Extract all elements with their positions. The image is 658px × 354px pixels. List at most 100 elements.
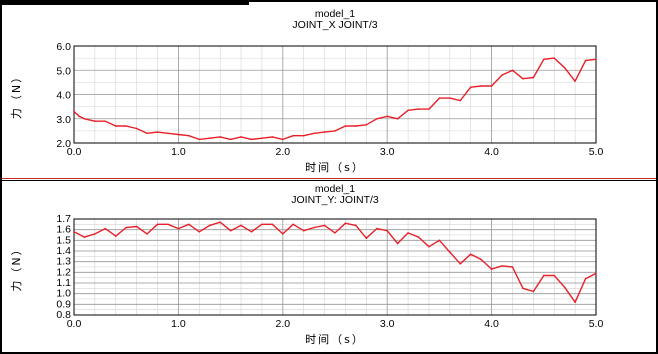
data-point bbox=[417, 236, 420, 238]
data-point bbox=[501, 74, 503, 76]
data-point bbox=[574, 80, 576, 82]
data-point bbox=[396, 117, 399, 120]
data-point bbox=[595, 58, 597, 61]
data-point bbox=[94, 233, 96, 235]
data-point bbox=[125, 125, 127, 127]
data-point bbox=[532, 76, 535, 79]
data-point bbox=[532, 290, 535, 293]
data-point bbox=[240, 224, 242, 227]
data-point bbox=[104, 227, 107, 230]
data-point bbox=[375, 227, 378, 230]
data-point bbox=[480, 85, 482, 87]
data-point bbox=[396, 242, 399, 245]
data-point bbox=[229, 229, 232, 232]
data-point bbox=[292, 223, 295, 226]
data-point bbox=[563, 286, 566, 289]
data-point bbox=[282, 233, 284, 235]
y-tick-label: 1.4 bbox=[56, 245, 71, 257]
x-axis-label: 时间（s） bbox=[305, 333, 365, 346]
data-point bbox=[78, 115, 81, 118]
y-tick-label: 5.0 bbox=[56, 65, 71, 77]
data-point bbox=[459, 263, 462, 265]
data-point bbox=[522, 77, 524, 80]
y-tick-label: 1.1 bbox=[56, 277, 71, 289]
data-point bbox=[198, 138, 201, 141]
x-tick-label: 3.0 bbox=[380, 318, 395, 330]
x-tick-label: 4.0 bbox=[484, 318, 499, 330]
data-point bbox=[355, 125, 357, 127]
data-point bbox=[219, 221, 221, 223]
x-tick-label: 3.0 bbox=[380, 146, 395, 158]
y-axis-label: 力（N） bbox=[10, 242, 23, 291]
series-line bbox=[73, 221, 597, 303]
window-title-strip bbox=[2, 2, 249, 5]
data-point bbox=[543, 58, 545, 61]
chart-divider-dark bbox=[2, 180, 656, 181]
data-point bbox=[229, 138, 232, 141]
chart-subtitle: JOINT_X JOINT/3 bbox=[292, 19, 377, 31]
series-line bbox=[73, 57, 597, 141]
data-point bbox=[208, 137, 211, 139]
data-point bbox=[313, 226, 315, 229]
data-point bbox=[271, 223, 274, 226]
data-point bbox=[167, 223, 169, 226]
y-tick-label: 1.5 bbox=[56, 234, 71, 246]
y-tick-label: 0.9 bbox=[56, 298, 71, 310]
data-point bbox=[344, 125, 347, 127]
data-point bbox=[323, 224, 326, 227]
x-tick-label: 1.0 bbox=[171, 318, 186, 330]
y-tick-label: 2.0 bbox=[56, 138, 71, 150]
chart-divider bbox=[2, 178, 656, 179]
data-point bbox=[553, 57, 556, 59]
data-point bbox=[490, 268, 493, 270]
data-point bbox=[313, 132, 315, 135]
data-point bbox=[261, 137, 263, 139]
data-point bbox=[386, 229, 389, 232]
data-point bbox=[469, 86, 472, 89]
plot-area-border bbox=[73, 45, 597, 144]
data-point bbox=[344, 222, 347, 225]
data-point bbox=[198, 231, 201, 233]
data-point bbox=[365, 237, 368, 239]
data-point bbox=[94, 120, 96, 122]
data-point bbox=[501, 265, 503, 267]
data-point bbox=[188, 134, 190, 137]
data-point bbox=[135, 127, 138, 130]
data-point bbox=[469, 253, 472, 255]
data-point bbox=[386, 115, 389, 118]
data-point bbox=[490, 85, 493, 87]
data-point bbox=[261, 223, 263, 226]
y-axis-label: 力（N） bbox=[10, 70, 23, 119]
data-point bbox=[563, 67, 566, 69]
data-point bbox=[438, 239, 441, 242]
data-point bbox=[156, 131, 159, 133]
data-point bbox=[355, 224, 357, 227]
data-point bbox=[250, 231, 253, 233]
data-point bbox=[73, 231, 75, 233]
data-point bbox=[240, 136, 242, 138]
data-point bbox=[282, 138, 284, 141]
data-point bbox=[208, 224, 211, 227]
data-point bbox=[323, 131, 326, 133]
chart-title: model_1 bbox=[315, 183, 355, 195]
data-point bbox=[83, 117, 86, 120]
plot-area-border bbox=[73, 218, 597, 316]
y-tick-label: 4.0 bbox=[56, 90, 71, 102]
data-point bbox=[73, 110, 75, 113]
data-point bbox=[167, 132, 169, 135]
y-tick-label: 1.6 bbox=[56, 224, 71, 236]
y-tick-label: 1.7 bbox=[56, 213, 71, 225]
x-tick-label: 5.0 bbox=[589, 146, 604, 158]
data-point bbox=[135, 225, 138, 228]
y-tick-label: 1.2 bbox=[56, 266, 71, 278]
data-point bbox=[219, 136, 221, 138]
data-point bbox=[114, 235, 117, 237]
data-point bbox=[271, 136, 274, 138]
data-point bbox=[177, 227, 180, 230]
data-point bbox=[511, 266, 514, 268]
data-point bbox=[302, 134, 305, 137]
chart-title: model_1 bbox=[315, 8, 355, 20]
x-tick-label: 4.0 bbox=[484, 146, 499, 158]
